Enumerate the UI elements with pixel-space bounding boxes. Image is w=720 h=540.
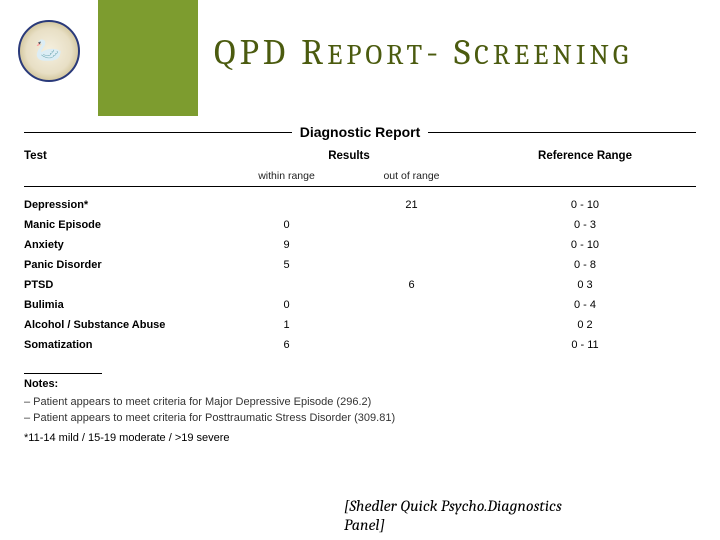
diagnostic-report: Diagnostic Report Test Results Reference…: [0, 116, 720, 444]
table-row: Anxiety9 0 - 10: [24, 235, 696, 255]
cell-test: Somatization: [24, 339, 224, 351]
cell-reference-range: 0 2: [474, 319, 696, 331]
table-row: Bulimia0 0 - 4: [24, 295, 696, 315]
cell-out-of-range: 6: [349, 279, 474, 291]
col-reference-header: Reference Range: [474, 150, 696, 162]
cell-within-range: 1: [224, 319, 349, 331]
report-heading: Diagnostic Report: [292, 124, 429, 140]
cell-within-range: 9: [224, 239, 349, 251]
note-line: – Patient appears to meet criteria for P…: [24, 412, 696, 424]
data-rows: Depression*210 - 10Manic Episode00 - 3An…: [24, 195, 696, 355]
institute-logo: 🦢: [18, 20, 80, 82]
footer-line-2: Panel]: [344, 516, 562, 534]
column-headers: Test Results Reference Range: [24, 150, 696, 162]
cell-reference-range: 0 - 10: [474, 199, 696, 211]
cell-within-range: 6: [224, 339, 349, 351]
footer-line-1: [Shedler Quick Psycho.Diagnostics: [344, 497, 562, 515]
heading-rule-left: [24, 132, 292, 133]
cell-test: Alcohol / Substance Abuse: [24, 319, 224, 331]
cell-within-range: 0: [224, 299, 349, 311]
table-row: Somatization6 0 - 11: [24, 335, 696, 355]
cell-reference-range: 0 - 3: [474, 219, 696, 231]
notes-label: Notes:: [24, 378, 696, 390]
cell-test: PTSD: [24, 279, 224, 291]
slide-title: QPD REPORT- SCREENING: [214, 32, 632, 73]
cell-within-range: 0: [224, 219, 349, 231]
accent-block: [98, 0, 198, 116]
title-part-1: QPD R: [214, 32, 327, 73]
title-dash: - S: [426, 32, 474, 73]
title-smallcaps-2: CREENING: [474, 40, 632, 72]
table-row: Alcohol / Substance Abuse1 0 2: [24, 315, 696, 335]
col-results-header: Results: [224, 150, 474, 162]
table-row: Manic Episode0 0 - 3: [24, 215, 696, 235]
note-line: – Patient appears to meet criteria for M…: [24, 396, 696, 408]
cell-reference-range: 0 3: [474, 279, 696, 291]
cell-test: Anxiety: [24, 239, 224, 251]
notes-rule: [24, 373, 102, 374]
cell-test: Panic Disorder: [24, 259, 224, 271]
cell-reference-range: 0 - 4: [474, 299, 696, 311]
sub-ref-spacer: [474, 170, 696, 182]
cell-test: Bulimia: [24, 299, 224, 311]
cell-test: Manic Episode: [24, 219, 224, 231]
cell-test: Depression*: [24, 199, 224, 211]
cell-within-range: 5: [224, 259, 349, 271]
cell-out-of-range: 21: [349, 199, 474, 211]
table-row: PTSD 60 3: [24, 275, 696, 295]
heading-rule-right: [428, 132, 696, 133]
table-row: Panic Disorder5 0 - 8: [24, 255, 696, 275]
swan-icon: 🦢: [35, 37, 62, 63]
severity-key: *11-14 mild / 15-19 moderate / >19 sever…: [24, 432, 696, 444]
logo-ring: 🦢: [18, 20, 80, 82]
slide-header: 🦢 QPD REPORT- SCREENING: [0, 0, 720, 116]
header-underline: [24, 186, 696, 187]
cell-reference-range: 0 - 8: [474, 259, 696, 271]
cell-reference-range: 0 - 11: [474, 339, 696, 351]
col-test-header: Test: [24, 150, 224, 162]
report-heading-row: Diagnostic Report: [24, 124, 696, 140]
sub-out-header: out of range: [349, 170, 474, 182]
cell-reference-range: 0 - 10: [474, 239, 696, 251]
sub-headers: within range out of range: [24, 170, 696, 182]
sub-within-header: within range: [224, 170, 349, 182]
citation-footer: [Shedler Quick Psycho.Diagnostics Panel]: [344, 497, 562, 534]
title-smallcaps-1: EPORT: [327, 40, 426, 72]
notes-list: – Patient appears to meet criteria for M…: [24, 396, 696, 424]
sub-test-spacer: [24, 170, 224, 182]
table-row: Depression* 210 - 10: [24, 195, 696, 215]
